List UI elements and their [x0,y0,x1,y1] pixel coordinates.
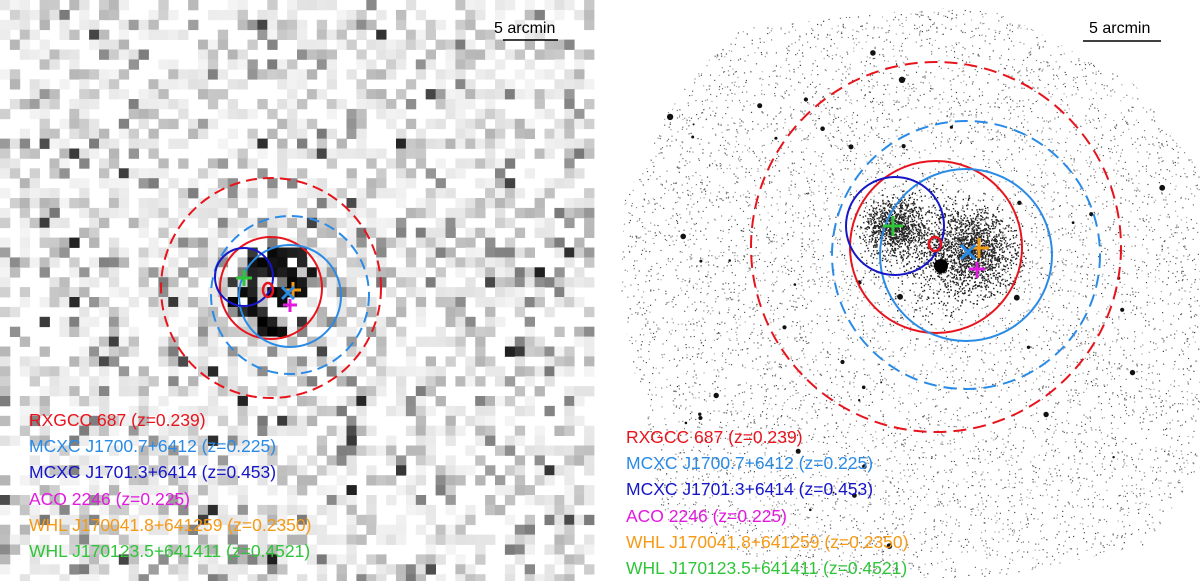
xray-image [620,8,1200,578]
overlay-markers-left [160,39,558,399]
rxgcc-center-marker [261,281,275,299]
legend-item-whl-1701: WHL J170123.5+641411 (z=0.4521) [626,558,908,579]
legend-item-rxgcc: RXGCC 687 (z=0.239) [626,427,803,447]
mcxc-1700-x-marker [280,285,296,301]
rxgcc-outer-dashed-circle [750,61,1122,433]
legend-right: RXGCC 687 (z=0.239) MCXC J1700.7+6412 (z… [626,424,908,581]
aco-2246-cross-marker [283,299,297,312]
mcxc-1700-dashed-circle [210,215,370,375]
xray-image-panel: 5 arcmin RXGCC 687 (z=0.239) MCXC J1700.… [605,0,1200,581]
overlay-markers-right [750,40,1161,433]
legend-item-whl-1701: WHL J170123.5+641411 (z=0.4521) [29,541,311,562]
scale-bar-label: 5 arcmin [1089,20,1151,37]
rxgcc-center-marker [927,235,943,253]
survey-image-panel: 5 arcmin RXGCC 687 (z=0.239) MCXC J1700.… [0,0,595,581]
legend-item-aco-2246: ACO 2246 (z=0.225) [29,488,190,509]
mcxc-1700-x-marker [959,243,977,261]
whl-1701-cross-marker [883,216,903,236]
legend-item-whl-1700: WHL J170041.8+641259 (z=0.2350) [29,514,312,535]
legend-left: RXGCC 687 (z=0.239) MCXC J1700.7+6412 (z… [29,407,311,564]
legend-item-mcxc-1700: MCXC J1700.7+6412 (z=0.225) [29,436,277,457]
survey-image [0,0,595,581]
mcxc-1700-dashed-circle [831,120,1101,390]
legend-item-rxgcc: RXGCC 687 (z=0.239) [29,410,206,430]
scale-bar-label: 5 arcmin [494,20,556,37]
rxgcc-outer-dashed-circle [160,177,382,399]
mcxc-1700-solid-circle [879,168,1053,342]
survey-pixel-map [0,0,595,581]
legend-item-whl-1700: WHL J170041.8+641259 (z=0.2350) [626,531,909,552]
mcxc-1701-solid-circle [845,176,945,276]
mcxc-1700-solid-circle [238,244,342,348]
legend-item-mcxc-1701: MCXC J1701.3+6414 (z=0.453) [29,462,277,483]
mcxc-1701-solid-circle [214,247,274,307]
legend-item-aco-2246: ACO 2246 (z=0.225) [626,505,787,526]
rxgcc-solid-circle [219,236,323,340]
legend-item-mcxc-1701: MCXC J1701.3+6414 (z=0.453) [626,479,874,500]
legend-item-mcxc-1700: MCXC J1700.7+6412 (z=0.225) [626,453,874,474]
whl-1701-cross-marker [236,270,252,286]
aco-2246-cross-marker [969,262,985,278]
